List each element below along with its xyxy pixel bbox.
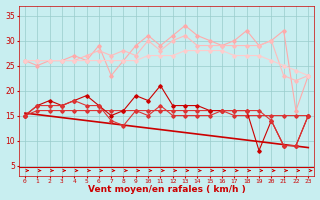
X-axis label: Vent moyen/en rafales ( km/h ): Vent moyen/en rafales ( km/h ) [88, 185, 245, 194]
